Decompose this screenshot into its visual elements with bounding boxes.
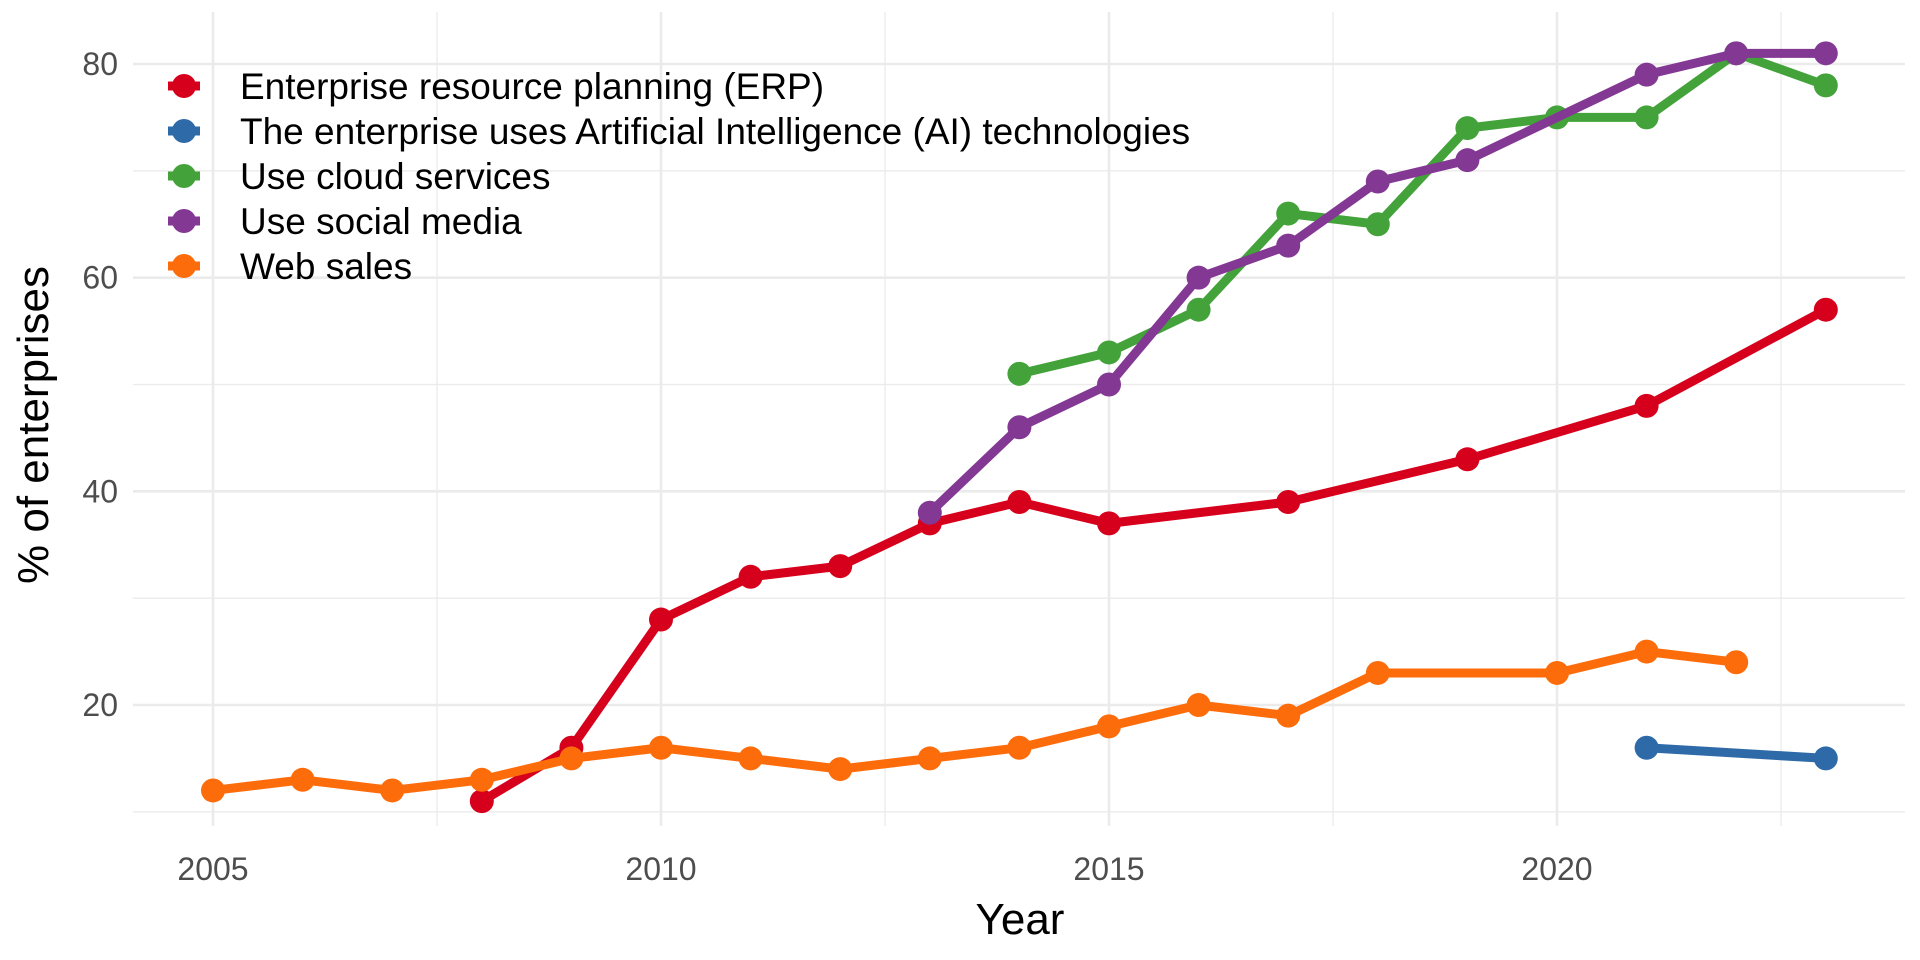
data-point bbox=[1634, 735, 1659, 760]
series-line bbox=[1018, 48, 1828, 379]
data-point bbox=[1276, 233, 1301, 258]
y-tick-label: 80 bbox=[82, 46, 118, 82]
legend-point-key bbox=[172, 209, 196, 233]
data-point bbox=[1455, 116, 1480, 141]
data-point bbox=[1813, 41, 1838, 66]
data-point bbox=[649, 607, 673, 632]
data-point bbox=[559, 746, 584, 771]
data-point bbox=[1634, 62, 1659, 87]
legend-item: The enterprise uses Artificial Intellige… bbox=[168, 111, 1190, 152]
data-point bbox=[201, 778, 225, 803]
data-point bbox=[738, 564, 763, 589]
series-layer bbox=[201, 41, 1838, 814]
data-point bbox=[1634, 639, 1659, 664]
data-point bbox=[1455, 148, 1480, 173]
legend-item: Enterprise resource planning (ERP) bbox=[168, 66, 824, 107]
data-point bbox=[1097, 511, 1121, 536]
data-point bbox=[1097, 714, 1121, 739]
legend-point-key bbox=[172, 254, 196, 278]
series-1 bbox=[1634, 735, 1838, 771]
data-point bbox=[1097, 340, 1121, 365]
data-point bbox=[1365, 660, 1390, 685]
data-point bbox=[1634, 393, 1659, 418]
data-point bbox=[917, 746, 942, 771]
data-point bbox=[1724, 650, 1749, 675]
series-2 bbox=[1007, 41, 1838, 386]
data-point bbox=[738, 746, 763, 771]
data-point bbox=[1724, 41, 1749, 66]
legend-item: Web sales bbox=[168, 246, 412, 287]
y-axis-ticks: 20 40 60 80 bbox=[82, 46, 118, 723]
data-point bbox=[469, 789, 494, 814]
data-point bbox=[828, 554, 853, 579]
x-tick-label: 2015 bbox=[1073, 851, 1144, 887]
data-point bbox=[1276, 201, 1301, 226]
y-axis-title: % of enterprises bbox=[9, 266, 58, 584]
series-line bbox=[926, 48, 1826, 516]
data-point bbox=[469, 767, 494, 792]
data-point bbox=[1276, 703, 1301, 728]
data-point bbox=[1365, 169, 1390, 194]
y-tick-label: 20 bbox=[82, 687, 118, 723]
series-3 bbox=[917, 41, 1838, 525]
x-axis-ticks: 2005 2010 2015 2020 bbox=[177, 851, 1592, 887]
legend-item: Use cloud services bbox=[168, 156, 551, 197]
data-point bbox=[1545, 660, 1569, 685]
data-point bbox=[1097, 372, 1121, 397]
legend-label: The enterprise uses Artificial Intellige… bbox=[240, 111, 1190, 152]
legend-label: Enterprise resource planning (ERP) bbox=[240, 66, 824, 107]
legend-point-key bbox=[172, 164, 196, 188]
data-point bbox=[649, 735, 673, 760]
data-point bbox=[1634, 105, 1659, 130]
legend-point-key bbox=[172, 74, 196, 98]
legend-label: Web sales bbox=[240, 246, 412, 287]
y-tick-label: 40 bbox=[82, 473, 118, 509]
series-line bbox=[212, 647, 1737, 795]
data-point bbox=[1813, 73, 1838, 98]
data-point bbox=[1007, 415, 1032, 440]
data-point bbox=[1186, 693, 1211, 717]
legend: Enterprise resource planning (ERP)The en… bbox=[168, 66, 1190, 287]
data-point bbox=[1813, 746, 1838, 771]
legend-point-key bbox=[172, 119, 196, 143]
data-point bbox=[1276, 490, 1301, 515]
legend-item: Use social media bbox=[168, 201, 522, 242]
x-tick-label: 2010 bbox=[625, 851, 696, 887]
data-point bbox=[1186, 265, 1211, 290]
legend-label: Use cloud services bbox=[240, 156, 551, 197]
data-point bbox=[1186, 297, 1211, 322]
data-point bbox=[1007, 490, 1032, 515]
data-point bbox=[380, 778, 405, 803]
data-point bbox=[1365, 212, 1390, 237]
series-line bbox=[1646, 743, 1827, 763]
series-4 bbox=[201, 639, 1749, 803]
data-point bbox=[828, 757, 853, 782]
grid bbox=[133, 12, 1905, 826]
data-point bbox=[1455, 447, 1480, 472]
y-tick-label: 60 bbox=[82, 260, 118, 296]
data-point bbox=[1007, 361, 1032, 386]
x-tick-label: 2020 bbox=[1521, 851, 1592, 887]
x-axis-title: Year bbox=[976, 895, 1065, 944]
series-0 bbox=[469, 297, 1838, 814]
x-tick-label: 2005 bbox=[177, 851, 248, 887]
series-line bbox=[479, 305, 1828, 806]
legend-label: Use social media bbox=[240, 201, 522, 242]
data-point bbox=[1007, 735, 1032, 760]
data-point bbox=[1813, 297, 1838, 322]
data-point bbox=[290, 767, 315, 792]
data-point bbox=[917, 500, 942, 525]
